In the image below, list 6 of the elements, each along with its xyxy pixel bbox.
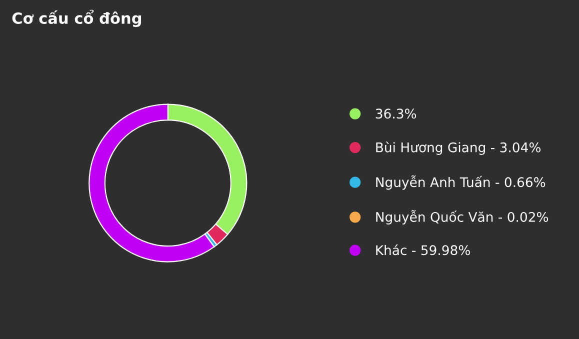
chart-title: Cơ cấu cổ đông	[12, 10, 141, 28]
legend-label: Bùi Hương Giang - 3.04%	[376, 142, 541, 155]
legend-label: Khác - 59.98%	[376, 244, 470, 256]
legend-label: Nguyễn Quốc Văn - 0.02%	[376, 210, 548, 224]
legend-label: 36.3%	[376, 108, 416, 119]
legend-label: Nguyễn Anh Tuấn - 0.66%	[376, 175, 546, 190]
